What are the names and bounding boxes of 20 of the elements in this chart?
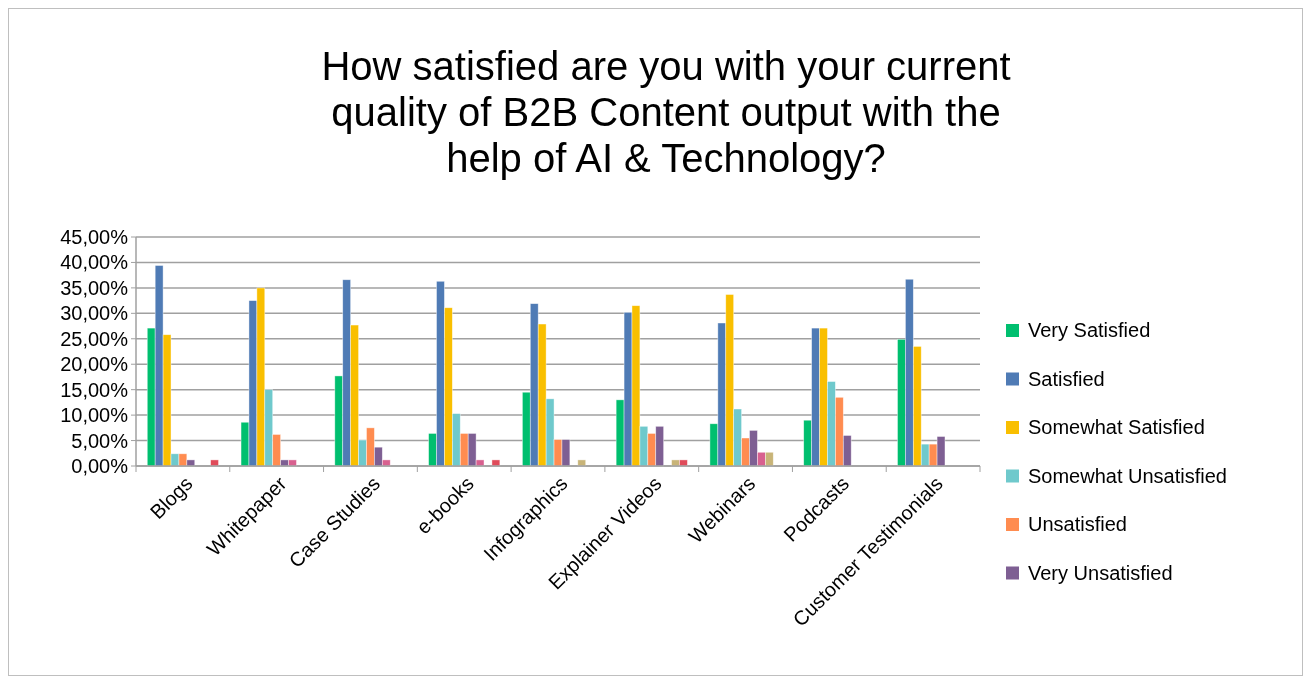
y-tick-label: 0,00% xyxy=(71,455,129,477)
y-tick-label: 45,00% xyxy=(60,226,129,248)
legend-label: Very Satisfied xyxy=(1028,319,1151,341)
y-tick-label: 5,00% xyxy=(71,429,129,452)
legend-label: Somewhat Satisfied xyxy=(1028,416,1205,438)
legend-label: Unsatisfied xyxy=(1028,513,1127,535)
legend-label: Somewhat Unsatisfied xyxy=(1028,464,1227,487)
y-tick-label: 15,00% xyxy=(60,378,129,401)
legend-label: Very Unsatisfied xyxy=(1028,561,1173,584)
y-tick-label: 30,00% xyxy=(60,302,129,325)
bar xyxy=(210,459,219,467)
y-tick-label: 40,00% xyxy=(60,251,129,274)
chart-title: How satisfied are you with your current quality of B2B Content output with the help of AI & Technology? xyxy=(321,44,1011,180)
y-tick-label: 25,00% xyxy=(60,327,129,350)
bar xyxy=(577,459,587,467)
y-tick-label: 20,00% xyxy=(60,353,129,376)
legend-label: Satisfied xyxy=(1028,367,1105,390)
y-tick-label: 10,00% xyxy=(60,404,129,427)
y-tick-label: 35,00% xyxy=(60,276,129,299)
bar xyxy=(491,459,501,467)
